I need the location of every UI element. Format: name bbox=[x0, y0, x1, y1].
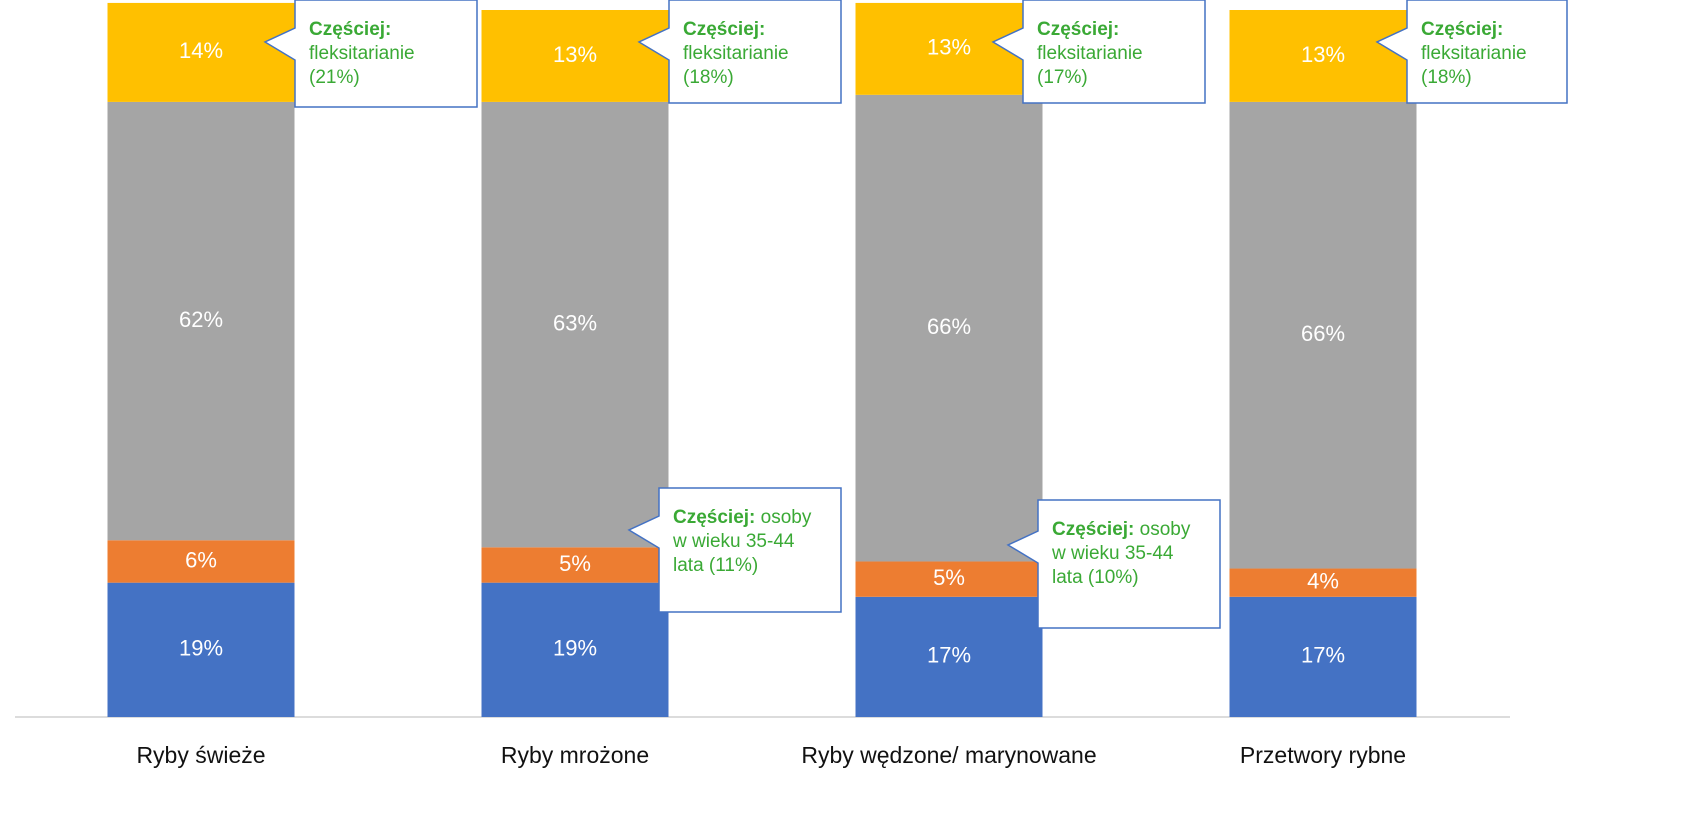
value-label: 14% bbox=[179, 38, 223, 63]
callout-bold: Częściej: bbox=[1037, 19, 1119, 40]
callout-text: Częściej: osoby w wieku 35-44 lata (11%) bbox=[673, 506, 829, 578]
category-label: Ryby świeże bbox=[136, 742, 265, 768]
value-label: 13% bbox=[927, 35, 971, 60]
value-label: 4% bbox=[1307, 568, 1339, 593]
value-label: 5% bbox=[559, 551, 591, 576]
callout-detail: fleksitarianie (18%) bbox=[1421, 43, 1527, 88]
value-label: 13% bbox=[553, 42, 597, 67]
value-label: 62% bbox=[179, 307, 223, 332]
value-label: 63% bbox=[553, 310, 597, 335]
value-label: 17% bbox=[1301, 643, 1345, 668]
callout-detail: fleksitarianie (21%) bbox=[309, 43, 415, 88]
callout-bold: Częściej: bbox=[683, 19, 765, 40]
value-label: 66% bbox=[927, 314, 971, 339]
value-label: 66% bbox=[1301, 321, 1345, 346]
category-label: Ryby wędzone/ marynowane bbox=[801, 742, 1096, 768]
callout-text: Częściej: fleksitarianie (21%) bbox=[309, 18, 465, 90]
callout-bold: Częściej: bbox=[673, 507, 755, 528]
value-label: 19% bbox=[179, 636, 223, 661]
value-label: 6% bbox=[185, 547, 217, 572]
callout-detail: fleksitarianie (18%) bbox=[683, 43, 789, 88]
callout-text: Częściej: fleksitarianie (18%) bbox=[683, 18, 829, 90]
value-label: 13% bbox=[1301, 42, 1345, 67]
callout-text: Częściej: osoby w wieku 35-44 lata (10%) bbox=[1052, 518, 1208, 590]
value-label: 5% bbox=[933, 565, 965, 590]
callout-text: Częściej: fleksitarianie (17%) bbox=[1037, 18, 1193, 90]
category-label: Ryby mrożone bbox=[501, 742, 649, 768]
page: {"chart_data": {"type": "stacked-bar", "… bbox=[0, 0, 1691, 829]
category-label: Przetwory rybne bbox=[1240, 742, 1406, 768]
value-label: 17% bbox=[927, 643, 971, 668]
callout-bold: Częściej: bbox=[1421, 19, 1503, 40]
callout-text: Częściej: fleksitarianie (18%) bbox=[1421, 18, 1555, 90]
chart: 19% 6% 62% 14% Ryby świeże 19% 5% 63% 13% Ryby mr… bbox=[0, 0, 1691, 829]
callout-bold: Częściej: bbox=[309, 19, 391, 40]
value-label: 19% bbox=[553, 636, 597, 661]
callout-detail: fleksitarianie (17%) bbox=[1037, 43, 1143, 88]
callout-bold: Częściej: bbox=[1052, 519, 1134, 540]
